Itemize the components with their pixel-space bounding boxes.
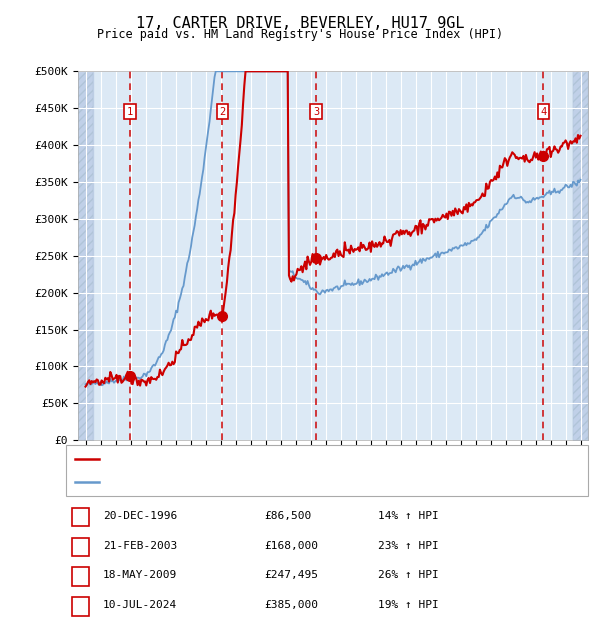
- Text: 4: 4: [541, 107, 547, 117]
- Text: 17, CARTER DRIVE, BEVERLEY, HU17 9GL (detached house): 17, CARTER DRIVE, BEVERLEY, HU17 9GL (de…: [105, 454, 416, 464]
- Text: Price paid vs. HM Land Registry's House Price Index (HPI): Price paid vs. HM Land Registry's House …: [97, 28, 503, 41]
- Text: 23% ↑ HPI: 23% ↑ HPI: [378, 541, 439, 551]
- Text: 1: 1: [127, 107, 133, 117]
- Text: 14% ↑ HPI: 14% ↑ HPI: [378, 511, 439, 521]
- Text: 10-JUL-2024: 10-JUL-2024: [103, 600, 178, 610]
- Text: 18-MAY-2009: 18-MAY-2009: [103, 570, 178, 580]
- Text: 19% ↑ HPI: 19% ↑ HPI: [378, 600, 439, 610]
- Text: 2: 2: [220, 107, 226, 117]
- Text: 1: 1: [77, 511, 84, 521]
- Text: £247,495: £247,495: [264, 570, 318, 580]
- Text: 21-FEB-2003: 21-FEB-2003: [103, 541, 178, 551]
- Text: £86,500: £86,500: [264, 511, 311, 521]
- Text: 26% ↑ HPI: 26% ↑ HPI: [378, 570, 439, 580]
- Text: 17, CARTER DRIVE, BEVERLEY, HU17 9GL: 17, CARTER DRIVE, BEVERLEY, HU17 9GL: [136, 16, 464, 30]
- Text: £168,000: £168,000: [264, 541, 318, 551]
- Text: £385,000: £385,000: [264, 600, 318, 610]
- Text: 4: 4: [77, 600, 84, 610]
- Text: HPI: Average price, detached house, East Riding of Yorkshire: HPI: Average price, detached house, East…: [105, 477, 458, 487]
- Text: 3: 3: [313, 107, 319, 117]
- Text: 2: 2: [77, 541, 84, 551]
- Text: 3: 3: [77, 570, 84, 580]
- Text: 20-DEC-1996: 20-DEC-1996: [103, 511, 178, 521]
